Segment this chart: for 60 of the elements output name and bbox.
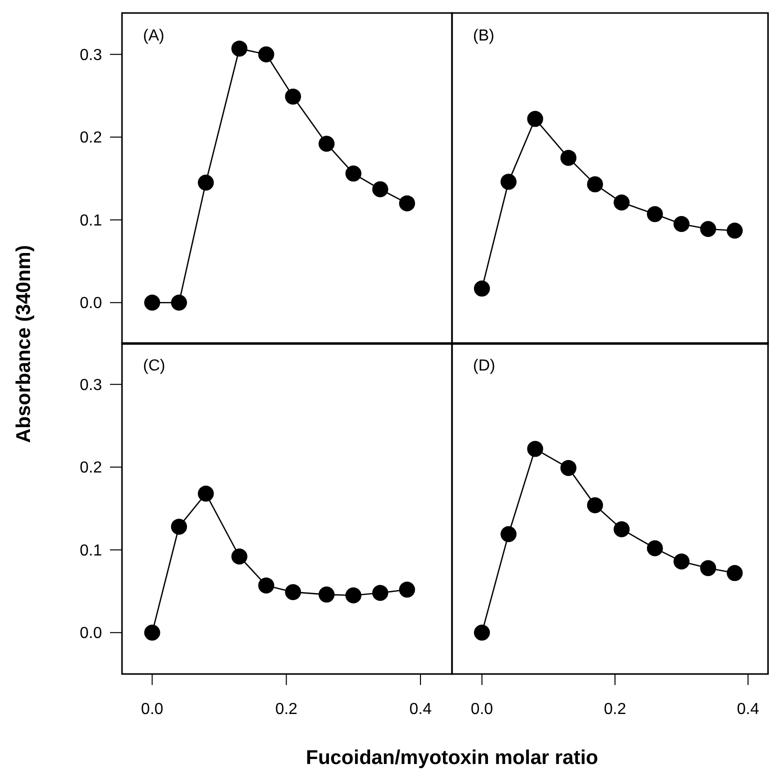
annotation: (C) xyxy=(143,358,166,375)
annotation: (A) xyxy=(143,28,164,45)
point xyxy=(171,518,188,535)
x-tick-label: 0.0 xyxy=(141,701,164,718)
annotation: (B) xyxy=(473,28,494,45)
point xyxy=(674,216,690,232)
point xyxy=(646,206,663,222)
y-tick-label: 0.1 xyxy=(80,542,102,560)
y-tick-label: 0.0 xyxy=(80,295,102,312)
point xyxy=(726,565,743,582)
point xyxy=(144,624,160,641)
point xyxy=(500,174,517,190)
point xyxy=(527,440,544,457)
point xyxy=(171,294,188,311)
point xyxy=(614,194,630,210)
point xyxy=(474,280,490,297)
point xyxy=(258,577,274,594)
point xyxy=(198,486,214,502)
point xyxy=(700,560,716,576)
x-tick-label: 0.2 xyxy=(604,701,626,718)
point xyxy=(674,553,690,570)
point xyxy=(372,584,388,601)
y-tick-label: 0.2 xyxy=(80,130,102,147)
point xyxy=(285,88,302,105)
x-axis-title: Fucoidan/myotoxin molar ratio xyxy=(306,747,598,769)
point xyxy=(527,110,544,127)
point xyxy=(399,582,416,598)
point xyxy=(399,195,416,212)
y-tick-label: 0.0 xyxy=(80,625,102,642)
annotation: (D) xyxy=(473,358,496,375)
x-tick-label: 0.2 xyxy=(275,701,298,718)
point xyxy=(345,587,362,604)
point xyxy=(726,222,743,239)
point xyxy=(258,46,274,62)
y-tick-label: 0.3 xyxy=(80,376,102,394)
y-tick-label: 0.3 xyxy=(80,46,102,64)
point xyxy=(700,220,716,237)
point xyxy=(372,181,388,198)
point xyxy=(560,460,576,476)
x-tick-label: 0.0 xyxy=(470,701,494,718)
point xyxy=(500,526,517,542)
point xyxy=(198,174,214,191)
point xyxy=(318,586,335,603)
x-tick-label: 0.4 xyxy=(736,701,760,718)
point xyxy=(144,294,160,311)
point xyxy=(231,548,248,564)
y-tick-label: 0.1 xyxy=(80,212,102,230)
point xyxy=(646,540,663,556)
point xyxy=(474,624,490,641)
y-tick-label: 0.2 xyxy=(80,460,102,477)
point xyxy=(231,40,248,57)
x-tick-label: 0.4 xyxy=(409,701,432,718)
point xyxy=(285,584,302,600)
point xyxy=(318,136,335,152)
point xyxy=(345,166,362,182)
point xyxy=(614,521,630,538)
point xyxy=(560,150,576,166)
point xyxy=(587,497,604,514)
y-axis-title: Absorbance (340nm) xyxy=(13,245,35,443)
point xyxy=(587,176,604,192)
